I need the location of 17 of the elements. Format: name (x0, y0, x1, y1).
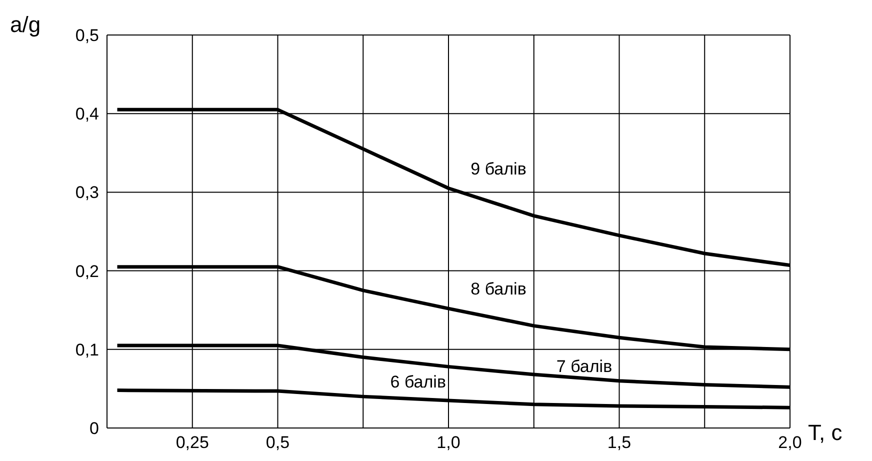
x-tick-label: 1,0 (436, 433, 460, 452)
series-label: 7 балів (556, 356, 612, 376)
y-axis-title: a/g (10, 12, 41, 38)
y-tick-label: 0,3 (75, 183, 99, 202)
y-tick-label: 0 (90, 419, 99, 438)
series-label: 6 балів (390, 372, 446, 392)
x-tick-label: 1,5 (607, 433, 632, 452)
series-label: 8 балів (470, 280, 526, 299)
x-tick-label: 2,0 (778, 433, 802, 452)
y-tick-label: 0,1 (75, 340, 99, 360)
y-tick-label: 0,2 (75, 262, 99, 281)
x-axis-title: T, c (808, 420, 842, 446)
series-label: 9 балів (470, 159, 526, 178)
x-tick-label: 0,5 (266, 433, 290, 452)
y-tick-label: 0,4 (75, 104, 99, 124)
y-tick-label: 0,5 (75, 26, 99, 46)
x-tick-label: 0,25 (176, 433, 209, 452)
